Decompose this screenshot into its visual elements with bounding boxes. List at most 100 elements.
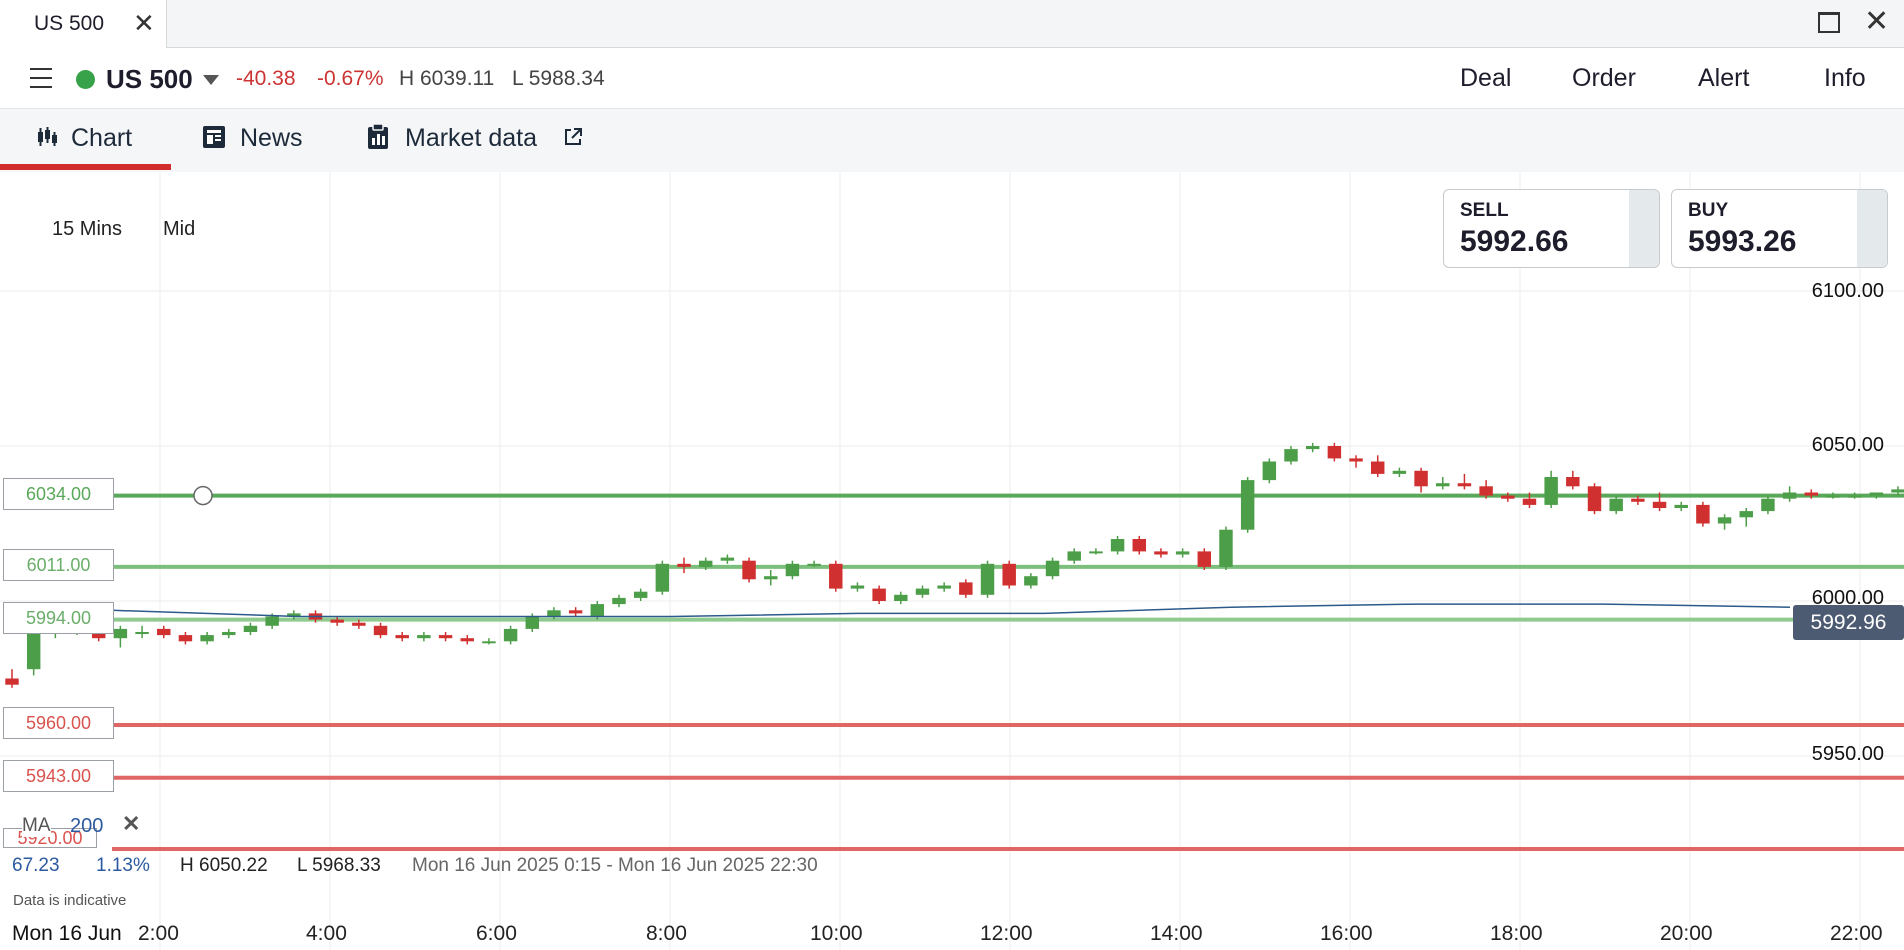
x-axis-label: 12:00: [980, 922, 1033, 945]
candle-body: [222, 632, 236, 636]
price-type-selector[interactable]: Mid: [163, 218, 196, 240]
candle-body: [1782, 492, 1797, 499]
order-button[interactable]: Order: [1572, 64, 1636, 92]
active-tab-indicator: [0, 164, 171, 170]
candle-body: [1847, 495, 1862, 498]
day-low: L 5988.34: [512, 67, 605, 90]
indicator-name[interactable]: MA: [22, 815, 51, 837]
candle-body: [1891, 489, 1904, 493]
sell-button[interactable]: SELL 5992.66: [1443, 189, 1660, 268]
moving-average-line: [111, 603, 1791, 618]
level-tag[interactable]: 6011.00: [3, 549, 114, 581]
candle-body: [980, 563, 995, 595]
level-tag[interactable]: 5994.00: [3, 602, 114, 634]
candle-body: [1327, 446, 1342, 459]
period-change-pct: 1.13%: [96, 855, 150, 876]
candle-body: [1392, 470, 1407, 474]
timeframe-selector[interactable]: 15 Mins: [52, 218, 123, 240]
remove-indicator-icon[interactable]: ✕: [122, 811, 141, 836]
candle-body: [742, 560, 756, 580]
sell-label: SELL: [1460, 200, 1509, 221]
window-tab[interactable]: US 500 ✕: [0, 0, 167, 48]
x-axis-label: 14:00: [1150, 922, 1203, 945]
candle-body: [1349, 458, 1363, 462]
buy-button[interactable]: BUY 5993.26: [1671, 189, 1888, 268]
tab-news[interactable]: News: [240, 124, 303, 152]
menu-icon[interactable]: [30, 68, 52, 95]
candle-body: [894, 594, 908, 601]
x-axis-label: 22:00: [1830, 922, 1883, 945]
candle-body: [265, 616, 279, 626]
candle-body: [547, 610, 561, 617]
candle-body: [438, 635, 453, 639]
candle-body: [1804, 492, 1819, 496]
candle-body: [330, 619, 344, 623]
candle-body: [503, 628, 518, 642]
tab-chart[interactable]: Chart: [71, 124, 133, 152]
candle-body: [1154, 551, 1168, 555]
candle-body: [829, 563, 843, 589]
candle-body: [850, 585, 865, 589]
x-axis-label: 2:00: [138, 922, 179, 945]
clipboard-icon: [368, 123, 388, 149]
candle-body: [1717, 517, 1732, 524]
y-axis-label: 6050.00: [1811, 434, 1884, 456]
level-drag-handle-icon[interactable]: [193, 485, 213, 506]
indicator-period[interactable]: 200: [70, 815, 104, 837]
x-axis-label: 8:00: [646, 922, 687, 945]
deal-button[interactable]: Deal: [1460, 64, 1512, 92]
candle-body: [178, 635, 193, 642]
candle-body: [1089, 551, 1103, 554]
candle-body: [807, 563, 821, 566]
candle-body: [1544, 477, 1558, 505]
candle-body: [1219, 529, 1233, 567]
instrument-name[interactable]: US 500: [106, 64, 193, 94]
candle-body: [915, 588, 930, 595]
sell-price: 5992.66: [1460, 225, 1569, 258]
y-axis-label: 5950.00: [1811, 743, 1884, 765]
candle-body: [1501, 495, 1515, 499]
y-axis-label: 6100.00: [1811, 280, 1884, 302]
external-link-icon[interactable]: [563, 127, 583, 147]
candle-body: [287, 613, 301, 617]
candle-body: [1674, 504, 1688, 508]
alert-button[interactable]: Alert: [1698, 64, 1750, 92]
info-button[interactable]: Info: [1824, 64, 1866, 92]
chevron-down-icon[interactable]: [203, 75, 219, 85]
candle-body: [785, 563, 800, 577]
buy-button-side: [1857, 190, 1887, 267]
candle-body: [1175, 551, 1190, 555]
candle-body: [1371, 461, 1385, 474]
close-tab-icon[interactable]: ✕: [133, 8, 155, 38]
window-tab-title: US 500: [34, 12, 105, 35]
candle-body: [612, 597, 626, 605]
sell-button-side: [1629, 190, 1659, 267]
x-axis-label: 4:00: [306, 922, 347, 945]
chart-area[interactable]: [0, 172, 1904, 950]
candle-body: [1457, 483, 1472, 487]
close-window-icon[interactable]: ✕: [1864, 5, 1890, 38]
candle-body: [1284, 449, 1298, 462]
level-tag[interactable]: 5960.00: [3, 707, 114, 739]
tab-market-data[interactable]: Market data: [405, 124, 538, 152]
candle-body: [1869, 492, 1884, 496]
candle-body: [1067, 551, 1081, 561]
x-axis-label: 18:00: [1490, 922, 1543, 945]
level-tag[interactable]: 6034.00: [3, 478, 114, 510]
candle-body: [677, 563, 691, 567]
price-chart[interactable]: [0, 172, 1904, 950]
disclaimer: Data is indicative: [13, 892, 127, 909]
price-change: -40.38: [236, 67, 296, 90]
candle-body: [959, 582, 973, 595]
level-tag[interactable]: 5943.00: [3, 760, 114, 792]
period-low: L 5968.33: [297, 855, 381, 876]
maximize-icon[interactable]: [1818, 12, 1840, 33]
instrument-header: [0, 48, 1904, 108]
candle-body: [26, 632, 41, 670]
news-icon: [203, 126, 225, 148]
candle-body: [1132, 539, 1146, 552]
x-axis-date: Mon 16 Jun: [12, 922, 122, 945]
period-change: 67.23: [12, 855, 60, 876]
candle-body: [1414, 470, 1428, 487]
candle-body: [243, 625, 258, 632]
